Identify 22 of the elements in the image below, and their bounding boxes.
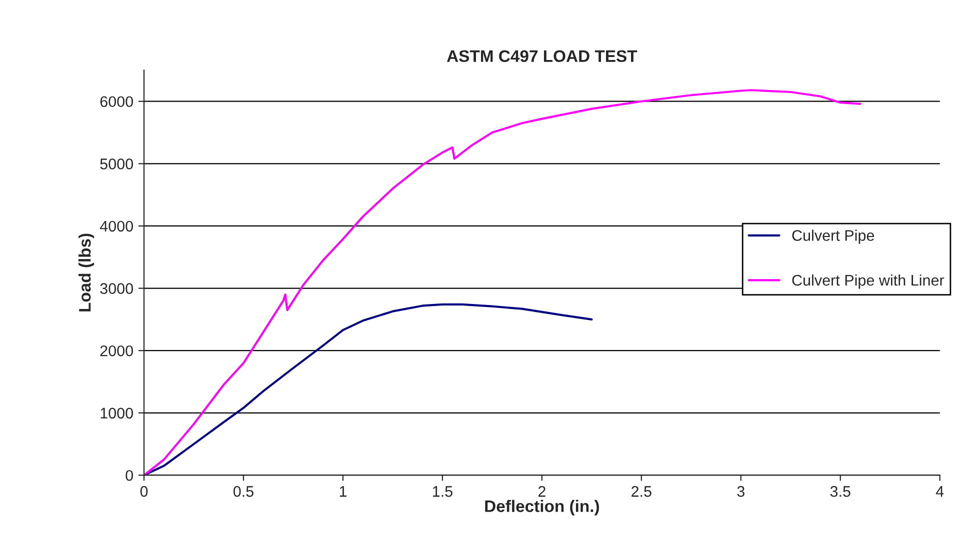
x-tick-label: 3.5 [830,486,850,497]
legend-label: Culvert Pipe [792,230,874,244]
line-series [144,303,593,476]
y-axis-title: Load (lbs) [78,234,94,312]
x-tick-label: 0.5 [233,486,254,497]
y-tick-label: 1000 [100,408,133,419]
x-tick-label: 2.5 [632,486,652,497]
legend-label: Culvert Pipe with Liner [792,274,944,289]
x-axis-title: Deflection (in.) [485,500,599,516]
x-tick-label: 3 [737,486,744,497]
y-tick-label: 0 [126,470,133,481]
y-tick-label: 3000 [100,283,133,294]
y-tick-label: 6000 [100,96,133,108]
y-tick-label: 5000 [100,158,133,170]
x-tick-label: 2 [538,486,546,497]
x-tick-label: 4 [936,486,944,497]
x-tick-label: 1 [340,486,346,497]
y-tick-label: 4000 [100,220,133,232]
x-tick-label: 1.5 [432,486,452,497]
x-tick-label: 0 [140,486,148,497]
chart-title: ASTM C497 LOAD TEST [446,50,638,62]
y-tick-label: 2000 [100,345,133,356]
